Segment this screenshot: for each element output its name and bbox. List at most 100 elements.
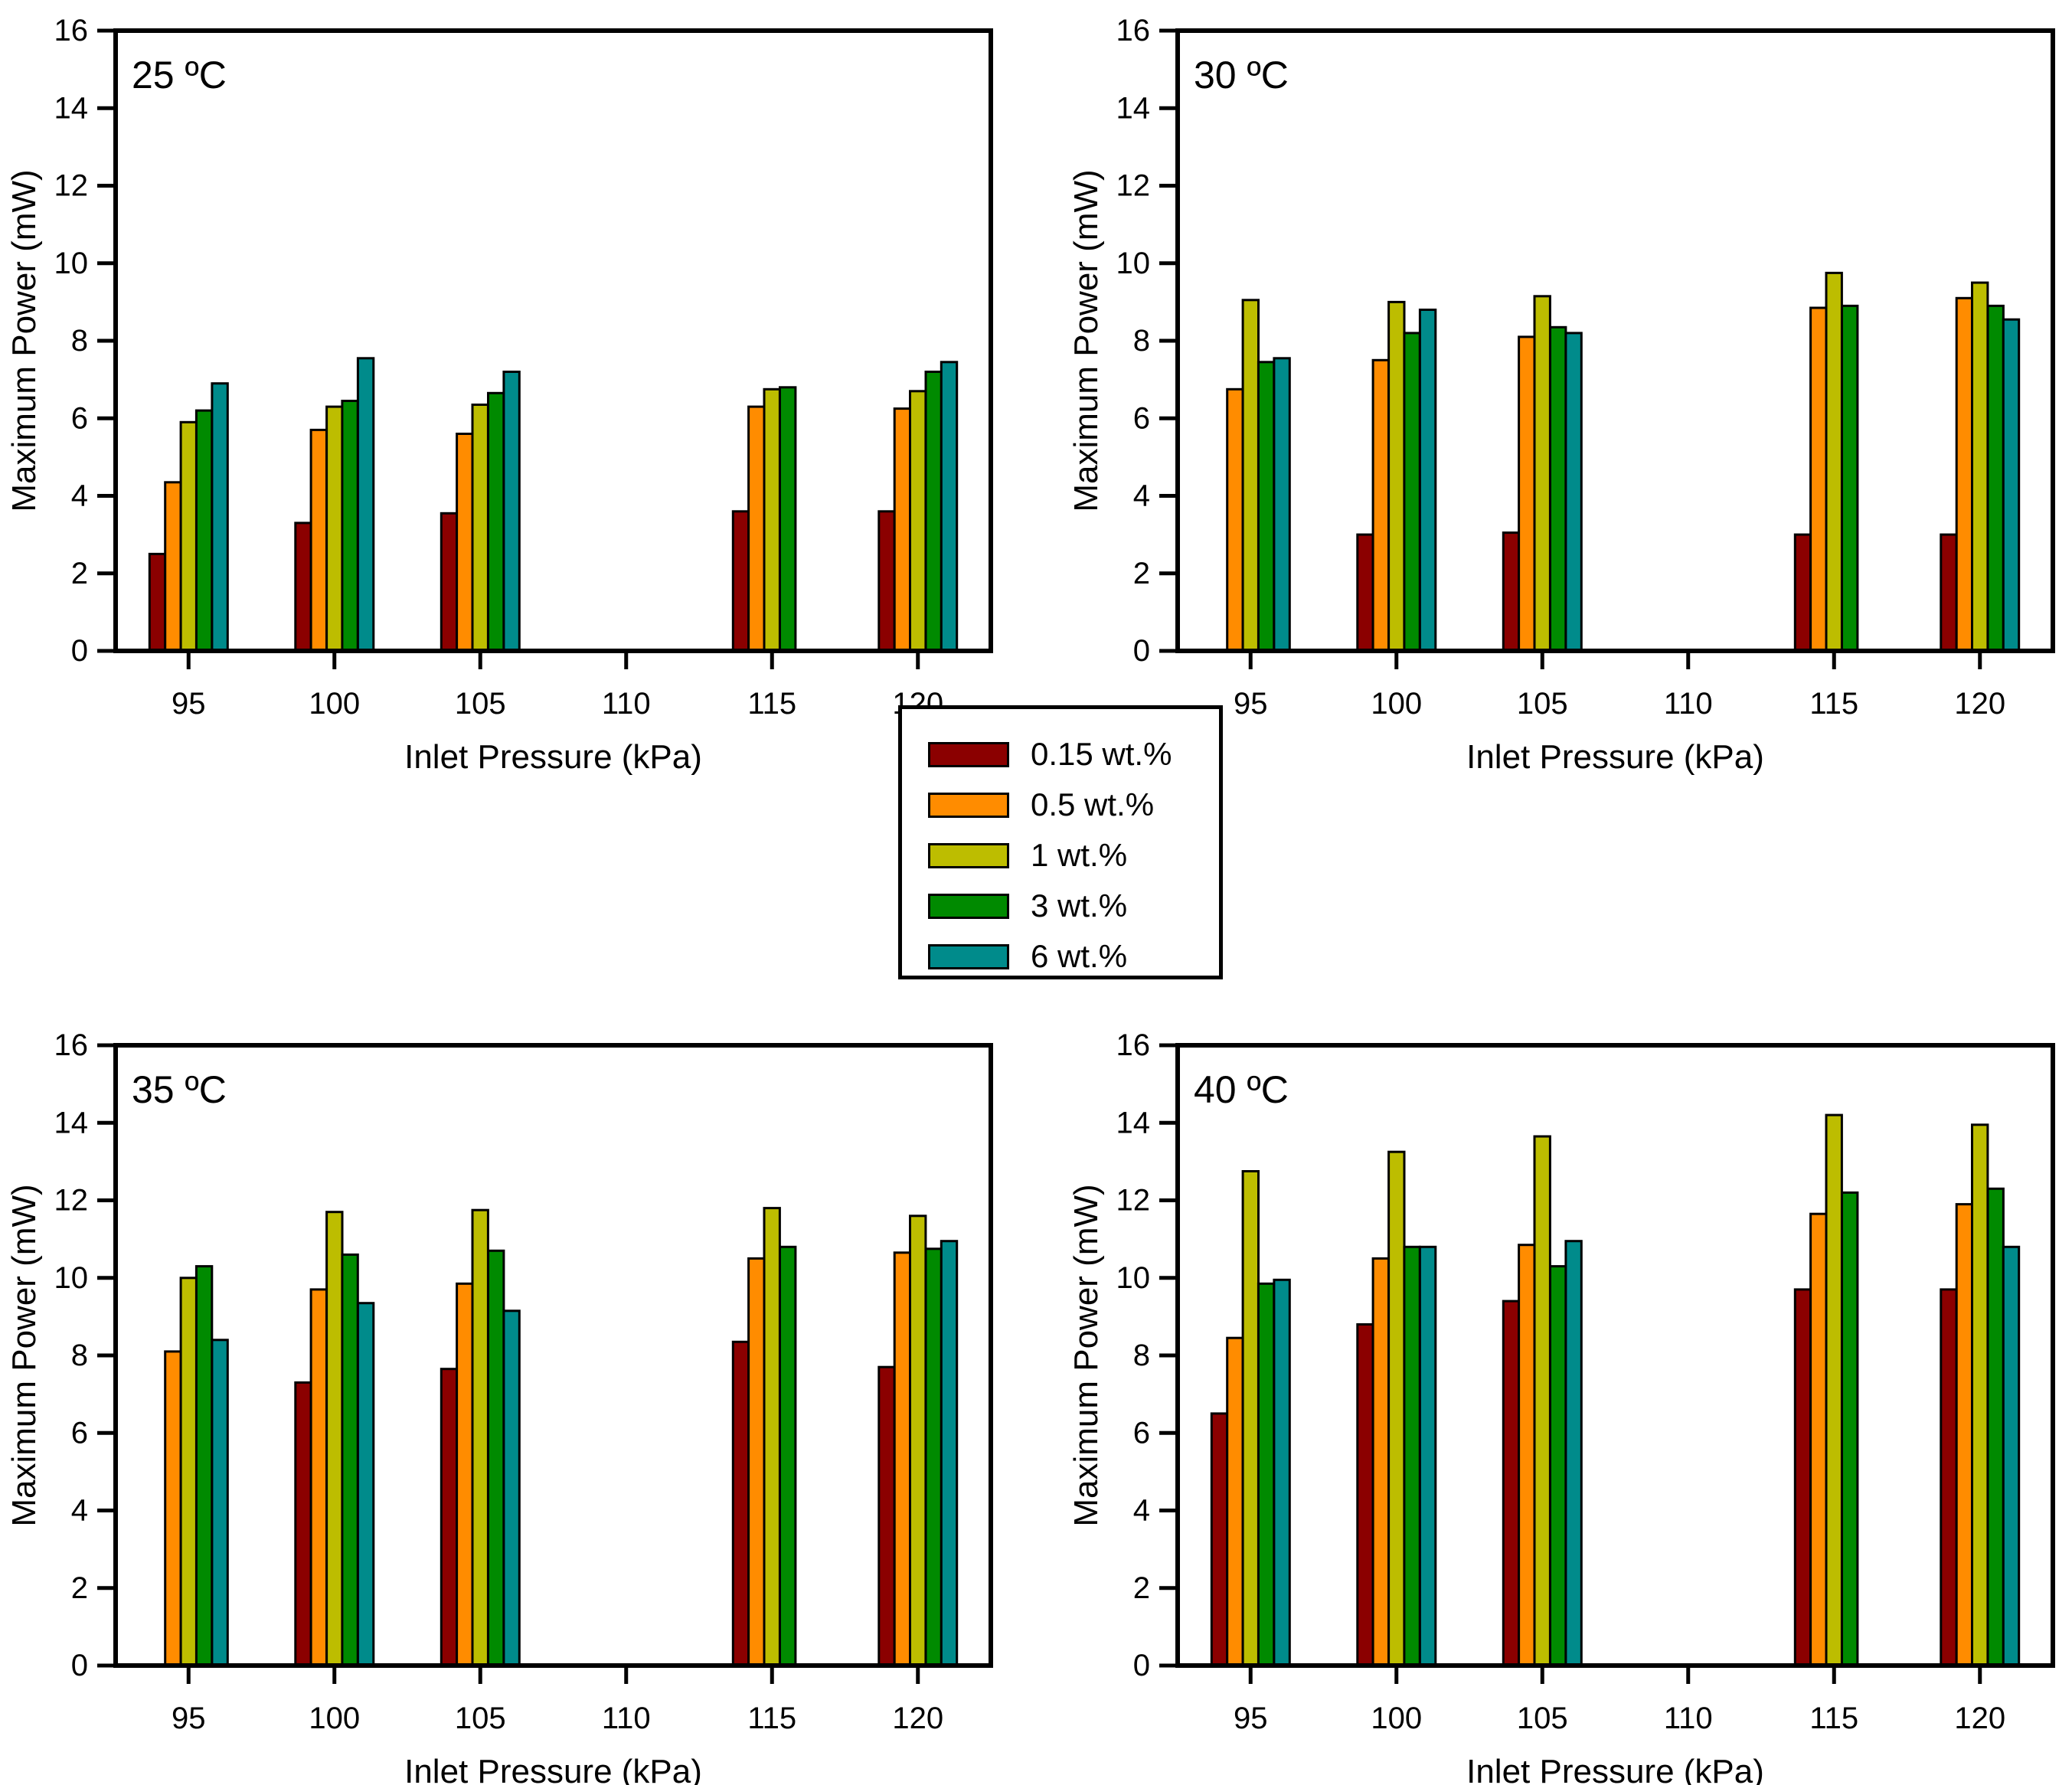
bar [1955,1203,1974,1667]
y-axis-title: Maximum Power (mW) [1067,169,1105,512]
bar [1356,1323,1374,1667]
x-tick-label: 120 [892,1702,943,1735]
x-tick-label: 105 [1517,1702,1568,1735]
y-tick-label: 8 [1133,1339,1150,1372]
y-tick-label: 0 [1133,634,1150,668]
bar [1241,1170,1260,1667]
bar [763,1207,781,1667]
x-tick-label: 100 [1371,687,1422,721]
y-tick-label: 2 [1133,1571,1150,1605]
y-tick-label: 14 [1116,1106,1151,1139]
y-tick-label: 0 [71,634,88,668]
bar [1403,1245,1421,1667]
x-tick-label: 115 [747,1702,796,1735]
y-tick-label: 4 [71,479,88,513]
bar [1257,1282,1276,1667]
legend-swatch-2 [928,842,1009,868]
bar [1549,1265,1567,1667]
y-tick-label: 0 [1133,1649,1150,1682]
plot-frame [113,1043,993,1668]
x-tick-label: 95 [1234,687,1268,721]
bar [2002,1245,2021,1667]
x-tick-label: 120 [1954,687,2005,721]
bar [731,1340,750,1667]
bar [1226,1336,1244,1667]
bar [893,407,912,652]
chart-panel-35c: 95 100 105 110 115 120 0 2 4 6 8 10 12 14 16 35 ºC Inlet… [0,1015,1015,1785]
bar [1387,300,1406,652]
y-tick-label: 6 [1133,401,1150,435]
legend-item: 3 wt.% [928,890,1219,922]
bar [487,1249,505,1667]
x-tick-label: 115 [1809,1702,1858,1735]
y-tick-label: 6 [71,401,88,435]
bar [1809,1212,1828,1667]
plot-frame [1175,28,2055,653]
bar [456,433,474,652]
bar [148,552,167,652]
x-tick-label: 95 [172,1702,206,1735]
y-axis-title: Maximum Power (mW) [1067,1184,1105,1526]
bar [1986,304,2005,652]
bar [1226,387,1244,652]
bar [471,404,489,652]
x-tick-label: 110 [1664,687,1713,721]
bar [1533,295,1551,652]
bar [1549,325,1567,652]
bar [1273,357,1291,652]
bar [356,1302,375,1667]
y-tick-label: 12 [54,1184,89,1218]
x-axis-title: Inlet Pressure (kPa) [404,738,702,776]
x-tick-label: 100 [309,1702,360,1735]
bar [1955,296,1974,652]
bar [1387,1150,1406,1667]
panel-title: 30 ºC [1194,54,1289,96]
legend-item: 6 wt.% [928,940,1219,973]
bar [211,1339,229,1667]
y-tick-label: 10 [54,247,89,280]
bar [1518,1244,1536,1667]
x-tick-label: 95 [1234,1702,1268,1735]
x-tick-label: 115 [747,687,796,721]
bar [1371,1257,1391,1667]
legend-label: 0.15 wt.% [1031,736,1172,772]
y-tick-label: 0 [71,1649,88,1682]
x-tick-label: 100 [1371,1702,1422,1735]
bar [763,387,781,652]
legend-label: 0.5 wt.% [1031,786,1155,822]
y-tick-label: 12 [1116,1184,1151,1218]
x-tick-label: 105 [455,1702,506,1735]
legend-swatch-1 [928,792,1009,818]
bar [924,1247,943,1667]
x-tick-label: 110 [602,687,651,721]
bar [309,1288,328,1667]
chart-panel-40c: 95 100 105 110 115 120 0 2 4 6 8 10 12 14 16 40 ºC Inlet… [1062,1015,2072,1785]
bar [924,371,943,652]
bar [779,1245,797,1667]
bar [747,405,766,652]
bar [1841,1191,1859,1667]
chart-panel-25c: 95 100 105 110 115 120 0 2 4 6 8 10 12 14 16 25 ºC Inlet… [0,0,1015,804]
y-axis-title: Maximum Power (mW) [5,1184,43,1526]
y-tick-label: 2 [71,1571,88,1605]
bar [1533,1135,1551,1667]
bar [1403,332,1421,652]
chart-panel-30c: 95 100 105 110 115 120 0 2 4 6 8 10 12 14 16 30 ºC Inlet… [1062,0,2072,804]
bar [940,1240,959,1667]
x-axis-title: Inlet Pressure (kPa) [1466,738,1764,776]
bar [164,481,182,652]
bar [471,1208,489,1667]
bar [194,1265,214,1667]
legend-item: 0.5 wt.% [928,789,1219,821]
bar-chart-svg: 95 100 105 110 115 120 0 2 4 6 8 10 12 14 16 30 ºC Inlet… [1067,14,2055,776]
bar [909,390,927,652]
bar [356,357,375,652]
bar [502,1309,521,1667]
bar [1502,1300,1521,1667]
bar [179,1277,198,1667]
y-tick-label: 16 [54,1028,89,1062]
bar [1418,1245,1437,1667]
y-tick-label: 16 [1116,1028,1151,1062]
